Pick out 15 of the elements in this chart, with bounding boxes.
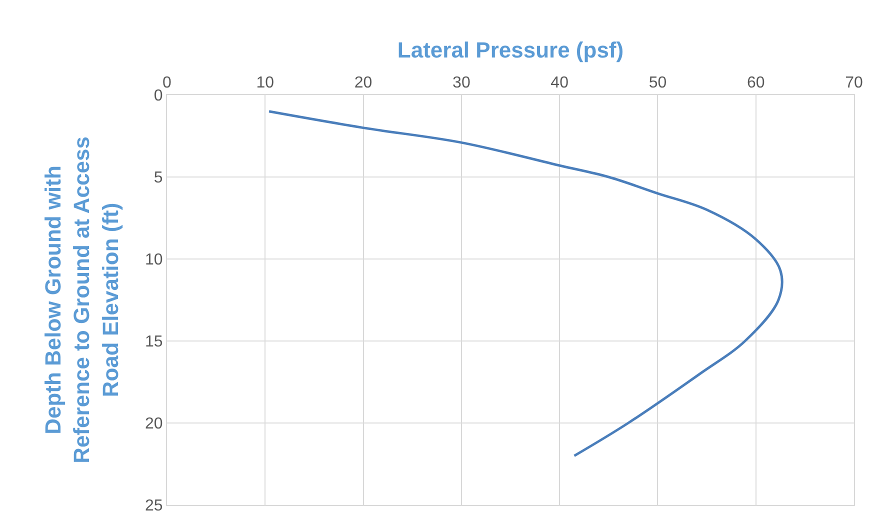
x-tick-label: 10 — [256, 74, 274, 92]
y-tick-label: 10 — [145, 252, 163, 269]
x-tick-label: 20 — [354, 74, 372, 92]
y-tick-label: 5 — [154, 170, 163, 187]
y-axis-title: Depth Below Ground with Reference to Ground at Access Road Elevation (ft) — [40, 136, 123, 464]
x-tick-label: 70 — [845, 74, 863, 92]
y-tick-label: 15 — [145, 334, 163, 351]
x-axis-title: Lateral Pressure (psf) — [397, 37, 624, 62]
x-tick-label: 50 — [648, 74, 667, 92]
x-tick-label: 40 — [550, 74, 569, 92]
y-tick-label: 20 — [145, 416, 163, 433]
x-tick-label: 30 — [452, 74, 470, 92]
y-tick-label: 0 — [154, 88, 163, 105]
x-tick-label: 60 — [746, 74, 765, 92]
y-tick-label: 25 — [145, 498, 163, 515]
